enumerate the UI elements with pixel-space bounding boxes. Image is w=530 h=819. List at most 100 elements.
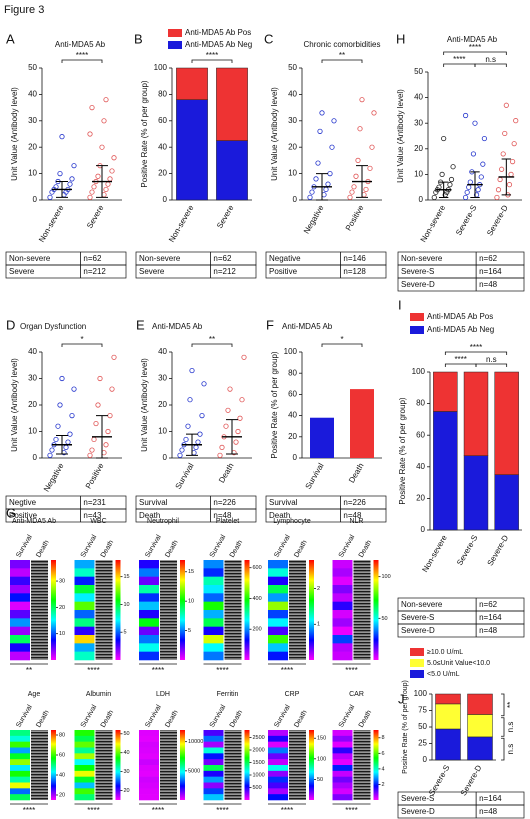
error-bar (96, 415, 108, 459)
heatmap-cell (139, 626, 159, 636)
heatmap-cell (332, 770, 353, 777)
y-tick-label: 0 (33, 195, 38, 204)
bar-segment (216, 140, 248, 201)
data-point (513, 118, 519, 124)
significance-bracket (444, 351, 508, 355)
panel-letter: B (134, 31, 143, 46)
heatmap-cell (203, 568, 224, 577)
heatmap-cell (139, 747, 159, 754)
colorbar (180, 560, 185, 660)
heatmap-cell (10, 568, 30, 577)
heatmap-cell (10, 794, 30, 801)
panel-title: Anti-MDA5 Ab (282, 322, 333, 331)
heatmap-cell (10, 776, 30, 783)
table-cell: n=164 (479, 267, 502, 276)
table-cell: n=128 (343, 267, 366, 276)
error-bar (186, 433, 198, 456)
data-point (189, 367, 195, 374)
heatmap-cell (332, 741, 353, 748)
data-point (217, 452, 223, 458)
heatmap-cell (10, 765, 30, 772)
colorbar-label: 15 (124, 574, 130, 580)
heatmap-title: Ferritin (217, 691, 239, 698)
data-point (199, 412, 205, 419)
colorbar-label: 50 (124, 731, 130, 737)
heatmap-cell (74, 585, 95, 594)
heatmap-cell (10, 782, 30, 789)
heatmap-cell (74, 626, 95, 636)
panel-title: Chronic comorbidities (304, 40, 381, 49)
data-point (95, 402, 101, 408)
heatmap-cell (332, 635, 353, 644)
heatmap-cell (74, 643, 95, 652)
significance-label: **** (454, 355, 466, 364)
heatmap-cell (268, 741, 288, 748)
legend-swatch (410, 648, 424, 656)
bar-segment (467, 714, 493, 738)
colorbar-label: 2 (382, 782, 385, 788)
heatmap-cell (332, 593, 353, 602)
heatmap-cell (74, 651, 95, 661)
heatmap-cell (10, 651, 30, 661)
y-tick-label: 50 (418, 722, 427, 731)
significance-label: **** (469, 43, 481, 52)
colorbar-label: 1000 (253, 772, 265, 778)
data-point (353, 173, 359, 179)
heatmap-cell (268, 576, 288, 586)
y-tick-label: 0 (419, 195, 424, 204)
table-cell: n=48 (213, 511, 232, 520)
heatmap-cell (332, 601, 353, 611)
y-tick-label: 20 (28, 400, 37, 409)
heatmap-cell (10, 610, 30, 619)
heatmap-cell (268, 601, 288, 611)
data-point (313, 176, 319, 182)
data-point (89, 447, 95, 453)
data-point (502, 130, 508, 137)
bar (350, 389, 374, 458)
heatmap-cell (139, 585, 159, 594)
significance-bracket (475, 363, 508, 367)
data-point (475, 187, 481, 193)
heatmap-cell (332, 643, 353, 652)
table-cell: Negtive (9, 498, 37, 507)
table-cell: n=62 (479, 600, 498, 609)
heatmap-cell (139, 601, 159, 611)
heatmap-cell (10, 741, 30, 748)
table-cell: n=43 (83, 511, 102, 520)
heatmap-cell (74, 765, 95, 772)
data-point (239, 397, 245, 403)
heatmap-cell (139, 643, 159, 652)
data-point (183, 436, 189, 443)
heatmap-cell (74, 759, 95, 766)
heatmap-cell (10, 788, 30, 795)
colorbar-label: 100 (382, 574, 391, 580)
error-bar (226, 419, 238, 455)
panel-letter: E (136, 317, 145, 332)
heatmap-cell (74, 770, 95, 777)
error-bar (501, 158, 512, 196)
colorbar-label: 15 (188, 569, 194, 575)
data-point (359, 97, 365, 103)
table-cell: Severe (139, 267, 165, 276)
data-point (57, 171, 63, 177)
data-point (55, 423, 61, 429)
colorbar (244, 560, 250, 660)
significance-label: **** (281, 666, 293, 675)
heatmap-cell (268, 610, 288, 619)
y-axis-label: Unit Value (Antibody level) (10, 87, 19, 181)
heatmap-title: LDH (156, 691, 170, 698)
panel-letter: H (396, 31, 405, 46)
heatmap-cell (10, 560, 30, 569)
heatmap-title: WBC (90, 518, 106, 525)
table-cell: Non-severe (401, 254, 443, 263)
legend-label: Anti-MDA5 Ab Neg (427, 325, 494, 334)
data-point (71, 386, 77, 392)
significance-bracket (474, 63, 507, 67)
legend-label: <5.0 U/mL (427, 671, 460, 678)
data-point (494, 194, 500, 201)
significance-label: * (80, 335, 83, 344)
table-row (397, 804, 525, 819)
panel-letter: I (398, 297, 402, 312)
heatmap-cell (74, 741, 95, 748)
table-row (5, 264, 127, 279)
